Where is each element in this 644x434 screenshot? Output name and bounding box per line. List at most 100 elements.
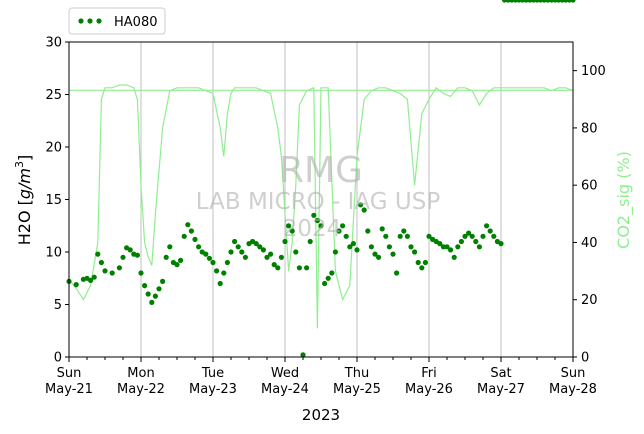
watermark-line-2: LAB MICRO - IAG USP — [196, 189, 441, 215]
x-tick-label-date: May-28 — [549, 382, 597, 397]
watermark-line-1: RMG — [279, 150, 363, 191]
ha080-point — [329, 270, 335, 276]
ha080-point — [271, 262, 277, 268]
ha080-point — [487, 228, 493, 234]
ha080-point — [325, 275, 331, 281]
legend-marker-dot — [96, 18, 102, 24]
left-y-tick-label: 5 — [54, 298, 62, 313]
ha080-point — [372, 251, 378, 257]
ha080-point — [160, 278, 166, 284]
left-y-tick-label: 10 — [45, 246, 62, 261]
left-y-tick-label: 15 — [45, 193, 62, 208]
ha080-point — [275, 265, 281, 271]
x-tick-label-day: Mon — [127, 366, 154, 381]
ha080-point — [458, 238, 464, 245]
ha080-point — [95, 251, 101, 257]
x-tick-label-day: Tue — [201, 366, 224, 381]
ha080-point — [134, 252, 140, 258]
left-y-label-close: ] — [15, 155, 34, 161]
ha080-point — [340, 223, 346, 229]
ha080-point — [361, 207, 367, 213]
ha080-point — [210, 259, 216, 266]
left-y-label-exponent: 3 — [13, 161, 26, 168]
ha080-point — [314, 217, 320, 224]
ha080-point — [448, 247, 454, 253]
x-tick-label-day: Wed — [271, 366, 299, 381]
ha080-point — [214, 268, 220, 274]
ha080-point — [91, 274, 97, 280]
right-y-axis-label: CO2_sig (%) — [614, 151, 634, 249]
ha080-point — [318, 223, 324, 229]
x-tick-label-date: May-22 — [117, 382, 165, 397]
ha080-point — [239, 249, 245, 255]
ha080-point — [383, 233, 389, 239]
ha080-point — [343, 233, 349, 239]
co2-sig-series-layer — [68, 84, 574, 329]
legend-marker-dot — [87, 18, 93, 24]
ha080-point — [412, 249, 418, 255]
x-tick-label-day: Sun — [561, 366, 586, 381]
ha080-point — [419, 265, 425, 271]
ha080-point — [404, 233, 410, 239]
ha080-series-layer — [66, 0, 576, 358]
ha080-point — [358, 202, 364, 208]
right-y-tick-label: 80 — [581, 121, 598, 136]
ha080-point — [152, 293, 158, 299]
ha080-point — [437, 241, 443, 247]
ha080-point — [174, 262, 180, 268]
ha080-point — [142, 283, 148, 289]
ha080-point — [192, 236, 198, 242]
left-y-tick-label: 30 — [45, 36, 62, 51]
ha080-point — [498, 241, 504, 247]
ha080-point — [196, 244, 202, 250]
left-y-axis: 0 5 10 15 20 25 30 — [45, 36, 69, 366]
ha080-point — [253, 241, 259, 247]
left-y-tick-label: 25 — [45, 88, 62, 103]
ha080-point — [221, 270, 227, 276]
ha080-point — [476, 244, 482, 250]
ha080-point — [232, 238, 238, 245]
x-tick-label-date: May-25 — [333, 382, 381, 397]
x-tick-label-date: May-26 — [405, 382, 453, 397]
legend-box — [68, 7, 166, 35]
ha080-point — [289, 228, 295, 234]
ha080-point — [188, 228, 194, 234]
ha080-point — [426, 233, 432, 239]
ha080-point — [127, 247, 133, 253]
watermark-line-3: 2024 — [283, 216, 342, 242]
right-y-tick-label: 40 — [581, 236, 598, 251]
ha080-point — [217, 280, 223, 287]
ha080-point — [260, 247, 266, 253]
ha080-point — [408, 244, 414, 250]
x-axis-label: 2023 — [302, 406, 340, 424]
ha080-point — [394, 270, 400, 276]
ha080-point — [422, 259, 428, 266]
ha080-point — [206, 255, 212, 261]
right-y-tick-label: 100 — [581, 64, 606, 79]
x-axis: SunMay-21MonMay-22TueMay-23WedMay-24ThuM… — [45, 357, 597, 397]
ha080-point — [98, 259, 104, 266]
legend-label-ha080: HA080 — [114, 15, 157, 30]
ha080-point — [145, 291, 151, 297]
co2-sig-line — [68, 84, 574, 329]
ha080-point — [120, 254, 126, 260]
x-tick-label-date: May-21 — [45, 382, 93, 397]
ha080-point — [278, 254, 284, 260]
legend: HA080 — [68, 7, 166, 35]
x-tick-label-date: May-24 — [261, 382, 309, 397]
x-tick-label-day: Thu — [344, 366, 369, 381]
legend-marker-dot — [78, 18, 84, 24]
ha080-point — [224, 259, 230, 266]
x-tick-label-day: Sun — [57, 366, 82, 381]
ha080-point — [415, 259, 421, 266]
ha080-point — [379, 226, 385, 232]
ha080-point — [203, 251, 209, 257]
watermark: RMG LAB MICRO - IAG USP 2024 — [196, 150, 441, 242]
right-y-tick-label: 60 — [581, 179, 598, 194]
x-tick-label-day: Sat — [490, 366, 511, 381]
ha080-point — [322, 280, 328, 287]
ha080-point — [347, 244, 353, 250]
ha080-point — [311, 212, 317, 218]
